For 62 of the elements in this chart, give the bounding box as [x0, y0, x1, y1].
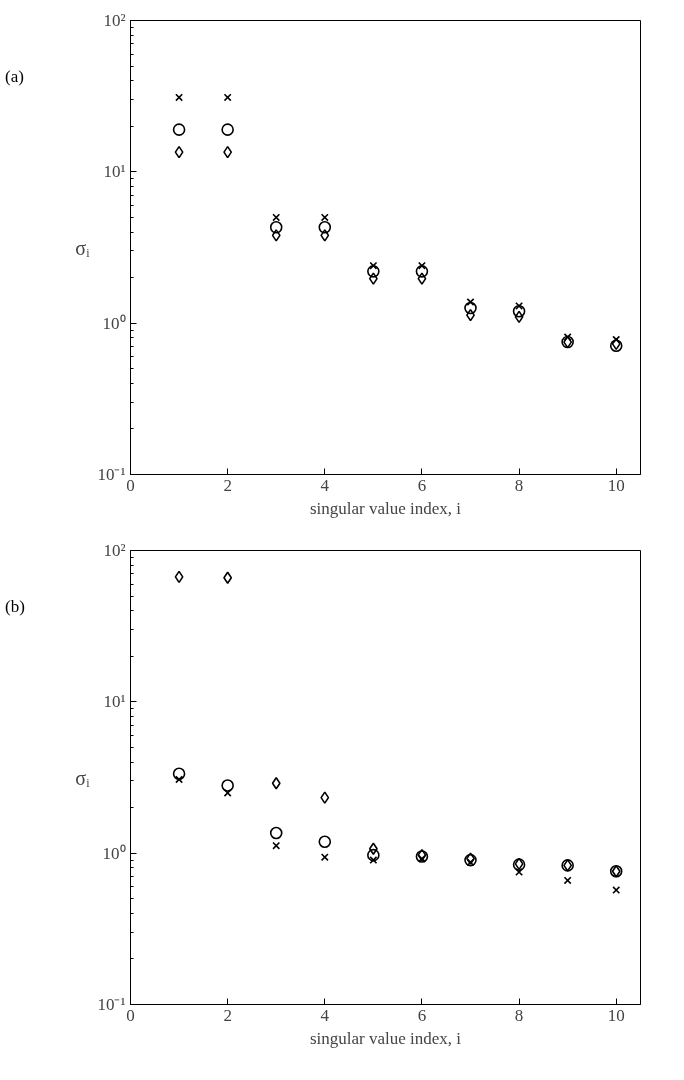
point	[612, 886, 621, 895]
point	[369, 856, 378, 865]
point	[172, 123, 186, 136]
x-tick-label: 6	[417, 475, 427, 495]
point	[368, 272, 378, 285]
point	[174, 570, 184, 584]
point	[221, 123, 234, 136]
x-tick-label: 10	[607, 475, 625, 495]
point	[172, 767, 186, 780]
y-axis-title: σᵢ	[75, 766, 91, 789]
x-axis-title: singular value index, i	[309, 1028, 462, 1048]
y-tick-label: 10⁰	[102, 843, 126, 863]
text: (a)	[5, 66, 24, 88]
x-tick-label: 10	[607, 1005, 625, 1025]
x-tick-label: 4	[320, 1005, 330, 1025]
x-tick-label: 2	[223, 1005, 232, 1025]
point	[320, 791, 330, 804]
point	[320, 213, 329, 222]
point	[515, 868, 524, 877]
y-tick-label: 10¹	[103, 162, 126, 182]
point	[466, 298, 475, 306]
y-axis-title: σᵢ	[75, 236, 91, 259]
y-tick-label: 10²	[103, 541, 126, 560]
point	[415, 265, 429, 278]
y-tick-label: 10²	[103, 11, 126, 30]
point	[368, 842, 378, 856]
text: (b)	[5, 596, 25, 618]
point	[223, 571, 233, 585]
x-tick-label: 6	[417, 1005, 427, 1025]
point	[223, 93, 232, 102]
point	[223, 145, 233, 159]
x-tick-label: 4	[320, 475, 330, 495]
point	[318, 221, 332, 234]
point	[367, 265, 380, 278]
point	[514, 310, 524, 324]
x-tick-label: 0	[126, 475, 135, 495]
y-tick-label: 10⁻¹	[97, 995, 126, 1014]
point	[271, 229, 281, 242]
point	[466, 858, 475, 867]
point	[174, 145, 184, 159]
point	[320, 853, 329, 862]
x-tick-label: 0	[126, 1005, 135, 1025]
point	[367, 848, 380, 862]
y-tick-label: 10⁻¹	[97, 465, 126, 484]
y-tick-label: 10¹	[103, 692, 126, 712]
point	[417, 272, 427, 285]
y-tick-label: 10⁰	[102, 313, 126, 333]
point	[464, 301, 477, 315]
point	[512, 304, 526, 318]
x-tick-label: 8	[514, 475, 524, 495]
point	[269, 221, 283, 234]
point	[563, 876, 572, 885]
point	[271, 776, 281, 790]
point	[221, 779, 234, 792]
point	[269, 826, 283, 840]
point	[223, 788, 232, 797]
point	[318, 835, 332, 849]
x-tick-label: 2	[223, 475, 232, 495]
x-tick-label: 8	[514, 1005, 524, 1025]
x-axis-title: singular value index, i	[309, 498, 462, 518]
point	[320, 229, 330, 242]
point	[272, 841, 281, 850]
